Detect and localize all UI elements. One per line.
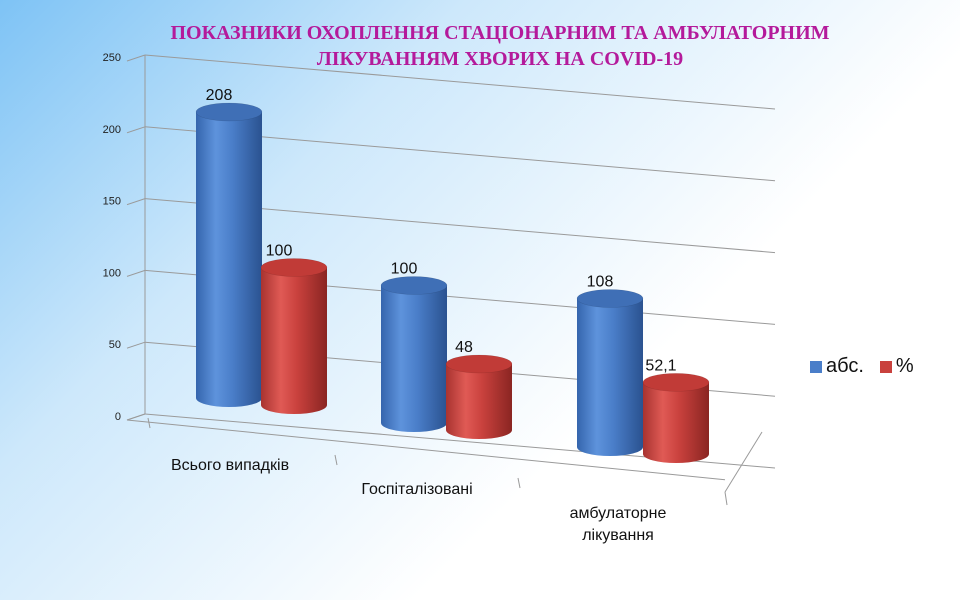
- legend-item-abs: абс.: [810, 355, 864, 378]
- bars-layer: [195, 102, 710, 463]
- bar-percent-0: [260, 258, 328, 414]
- bar-body-1-2: [643, 382, 709, 463]
- x-tick-2: [517, 477, 521, 489]
- data-label-percent-1: 48: [455, 339, 473, 356]
- bar-abs-2: [576, 289, 644, 456]
- bar-top-0-2: [576, 289, 644, 308]
- chart-title-line-2: ЛІКУВАННЯМ ХВОРИХ НА COVID-19: [316, 48, 684, 70]
- legend: абс. %: [810, 355, 924, 378]
- floor-front-edge: [126, 419, 726, 481]
- grid-tick-3: [126, 198, 146, 206]
- labels-layer: 0 50 100 150 200 250 208 100 108 100 48 52,1 Всього …: [103, 52, 677, 544]
- category-label-2-0: амбулаторне: [570, 505, 667, 522]
- category-label-2-1: лікування: [582, 527, 654, 544]
- bar-top-0-0: [195, 102, 263, 122]
- floor-tick-right: [724, 491, 728, 506]
- y-tick-label-1: 50: [109, 339, 121, 351]
- gridline-5: [144, 54, 776, 110]
- grid-tick-2: [126, 269, 146, 277]
- x-tick-0: [147, 417, 151, 429]
- bar-body-0-2: [577, 298, 643, 456]
- floor-hidden: [762, 432, 775, 469]
- bar-top-1-1: [445, 354, 513, 374]
- category-label-0-0: Всього випадків: [171, 457, 289, 474]
- data-label-percent-0: 100: [266, 243, 293, 260]
- bar-abs-0: [195, 102, 263, 407]
- y-tick-label-4: 200: [103, 124, 121, 136]
- data-label-abs-2: 108: [587, 274, 614, 291]
- floor-right-edge: [724, 431, 763, 493]
- category-label-1-0: Госпіталізовані: [361, 481, 472, 498]
- chart-title: ПОКАЗНИКИ ОХОПЛЕННЯ СТАЦІОНАРНИМ ТА АМБУ…: [60, 20, 940, 72]
- bar-top-1-2: [642, 373, 710, 392]
- legend-swatch-abs: [810, 360, 822, 373]
- bar-body-0-1: [381, 285, 447, 432]
- bar-body-0-0: [196, 112, 262, 407]
- legend-swatch-percent: [879, 360, 892, 373]
- bar-top-1-0: [260, 258, 328, 277]
- data-label-abs-0: 208: [206, 87, 233, 104]
- grid-tick-1: [126, 341, 146, 349]
- data-label-abs-1: 100: [391, 261, 418, 278]
- x-tick-1: [334, 454, 338, 466]
- bar-abs-1: [380, 276, 448, 432]
- bar-top-0-1: [380, 276, 448, 295]
- grid-tick-4: [126, 126, 146, 134]
- bar-body-1-0: [261, 267, 327, 414]
- axis-corner: [126, 413, 146, 421]
- bar-body-1-1: [446, 364, 512, 439]
- y-tick-label-2: 100: [103, 267, 121, 279]
- chart-title-line-1: ПОКАЗНИКИ ОХОПЛЕННЯ СТАЦІОНАРНИМ ТА АМБУ…: [170, 22, 830, 44]
- legend-label-abs: абс.: [826, 355, 864, 377]
- grid-tick-5: [126, 54, 146, 62]
- y-tick-label-0: 0: [115, 411, 121, 423]
- y-tick-label-5: 250: [103, 52, 121, 64]
- bar-percent-2: [642, 373, 710, 463]
- data-label-percent-2: 52,1: [645, 357, 676, 374]
- legend-label-percent: %: [895, 355, 914, 377]
- y-tick-label-3: 150: [103, 196, 121, 208]
- legend-item-percent: %: [879, 355, 914, 378]
- bar-percent-1: [445, 354, 513, 439]
